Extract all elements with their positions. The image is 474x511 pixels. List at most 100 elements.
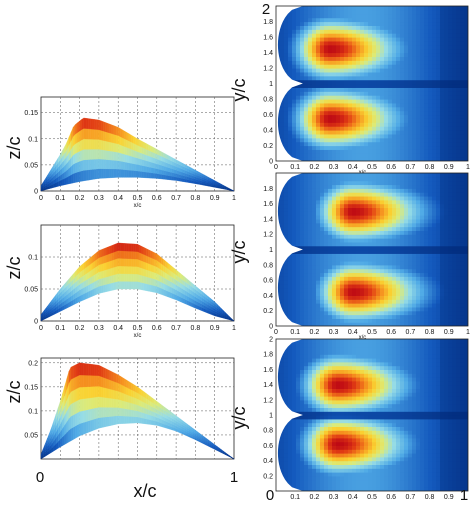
heatmap-cell — [352, 306, 357, 312]
heatmap-cell — [384, 268, 389, 274]
heatmap-cell — [400, 44, 405, 50]
heatmap-cell — [392, 176, 397, 182]
heatmap-cell — [444, 64, 449, 69]
heatmap-cell — [392, 318, 397, 323]
heatmap-cell — [280, 268, 285, 274]
heatmap-cell — [300, 71, 305, 77]
heatmap-cell — [352, 291, 357, 296]
surface-strip — [98, 119, 102, 131]
surface-strip — [92, 364, 95, 376]
heatmap-cell — [316, 106, 321, 112]
x-tick-label: 0.1 — [290, 164, 300, 171]
heatmap-cell — [408, 91, 413, 96]
heatmap-cell — [396, 291, 401, 296]
heatmap-cell — [308, 303, 313, 308]
x-tick-label: 0.7 — [171, 195, 181, 202]
heatmap-cell — [320, 75, 325, 81]
heatmap-cell — [296, 37, 301, 42]
surface-strip — [126, 250, 130, 259]
surface-strip — [94, 168, 97, 180]
heatmap-cell — [316, 60, 321, 65]
heatmap-cell — [432, 130, 437, 135]
heatmap-cell — [300, 79, 305, 85]
heatmap-cell — [400, 173, 405, 178]
surface-strip — [90, 149, 93, 160]
heatmap-cell — [344, 64, 349, 69]
heatmap-cell — [408, 303, 413, 308]
heatmap-cell — [328, 60, 333, 65]
heatmap-cell — [312, 238, 317, 243]
heatmap-cell — [320, 106, 325, 112]
heatmap-cell — [396, 118, 401, 123]
heatmap-cell — [396, 203, 401, 209]
heatmap-cell — [440, 110, 445, 116]
heatmap-cell — [380, 48, 385, 54]
heatmap-cell — [412, 141, 417, 147]
heatmap-cell — [464, 9, 468, 15]
heatmap-cell — [456, 68, 461, 73]
heatmap-cell — [372, 299, 377, 304]
heatmap-cell — [360, 149, 365, 154]
heatmap-cell — [308, 95, 313, 100]
surface-strip — [133, 403, 136, 411]
heatmap-cell — [308, 207, 313, 212]
heatmap-cell — [384, 110, 389, 116]
heatmap-cell — [300, 192, 305, 197]
heatmap-cell — [420, 60, 425, 65]
heatmap-cell — [424, 6, 429, 11]
heatmap-cell — [332, 64, 337, 69]
heatmap-cell — [344, 184, 349, 189]
heatmap-cell — [384, 226, 389, 231]
heatmap-cell — [376, 234, 381, 239]
heatmap-cell — [380, 102, 385, 108]
heatmap-cell — [368, 211, 373, 216]
heatmap-cell — [356, 310, 361, 316]
heatmap-cell — [348, 44, 353, 50]
heatmap-cell — [280, 48, 285, 54]
heatmap-cell — [300, 153, 305, 158]
heatmap-cell — [304, 310, 309, 316]
heatmap-cell — [300, 268, 305, 274]
heatmap-cell — [456, 17, 461, 23]
heatmap-cell — [392, 306, 397, 312]
heatmap-cell — [300, 64, 305, 69]
heatmap-cell — [388, 137, 393, 143]
heatmap-cell — [364, 95, 369, 100]
heatmap-cell — [340, 245, 345, 251]
surface-strip — [90, 169, 93, 181]
surface-strip — [105, 131, 108, 142]
heatmap-cell — [292, 145, 297, 150]
heatmap-cell — [380, 64, 385, 69]
heatmap-cell — [320, 184, 325, 189]
heatmap-cell — [384, 75, 389, 81]
heatmap-cell — [328, 44, 333, 50]
heatmap-cell — [368, 102, 373, 108]
heatmap-cell — [336, 260, 341, 266]
heatmap-cell — [384, 306, 389, 312]
heatmap-cell — [464, 141, 468, 147]
heatmap-cell — [288, 203, 293, 209]
heatmap-cell — [300, 137, 305, 143]
heatmap-cell — [304, 114, 309, 119]
surface-strip — [105, 150, 108, 160]
heatmap-cell — [452, 71, 457, 77]
heatmap-cell — [344, 318, 349, 323]
heatmap-cell — [284, 13, 289, 19]
heatmap-cell — [408, 157, 413, 161]
heatmap-cell — [304, 195, 309, 201]
surface-strip — [124, 386, 127, 395]
heatmap-cell — [284, 133, 289, 139]
heatmap-cell — [348, 29, 353, 34]
surface-strip — [133, 266, 136, 275]
heatmap-cell — [392, 184, 397, 189]
heatmap-cell — [340, 314, 345, 319]
heatmap-cell — [296, 192, 301, 197]
heatmap-cell — [340, 56, 345, 61]
heatmap-cell — [388, 149, 393, 154]
heatmap-cell — [348, 207, 353, 212]
surface-strip — [115, 373, 119, 384]
surface-strip — [120, 128, 123, 139]
heatmap-cell — [424, 106, 429, 112]
heatmap-cell — [448, 145, 453, 150]
surface-strip — [122, 258, 125, 267]
